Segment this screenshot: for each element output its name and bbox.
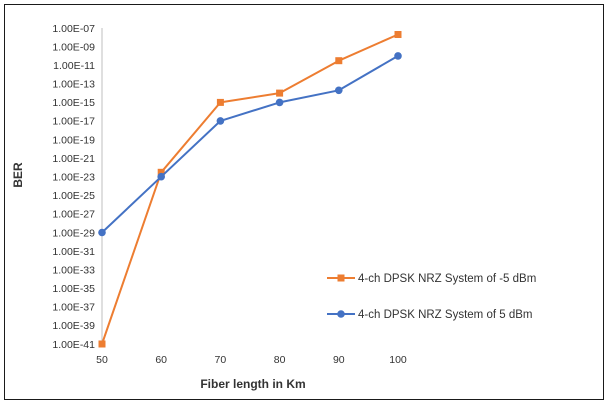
y-tick-label: 1.00E-13 [52, 79, 95, 91]
y-tick-label: 1.00E-19 [52, 134, 95, 146]
series-layer [98, 31, 402, 348]
legend-item-1: 4-ch DPSK NRZ System of -5 dBm [327, 273, 536, 285]
series-line [101, 55, 399, 234]
y-tick-label: 1.00E-23 [52, 172, 95, 184]
y-tick-label: 1.00E-39 [52, 320, 95, 332]
y-axis-title: BER [11, 162, 25, 188]
x-tick-labels: 50 60 70 80 90 100 [96, 354, 407, 366]
y-tick-label: 1.00E-07 [52, 23, 95, 35]
legend-label: 4-ch DPSK NRZ System of 5 dBm [358, 309, 532, 321]
data-point-circle [394, 52, 402, 60]
y-tick-label: 1.00E-41 [52, 339, 95, 351]
data-point-square [216, 98, 224, 106]
x-tick-label: 70 [215, 354, 227, 366]
data-point-circle [335, 86, 343, 95]
series-line [101, 33, 399, 345]
data-point-square [394, 31, 402, 38]
y-tick-label: 1.00E-31 [52, 246, 95, 258]
x-tick-label: 50 [96, 354, 108, 366]
legend: 4-ch DPSK NRZ System of -5 dBm 4-ch DPSK … [327, 273, 536, 321]
x-tick-label: 100 [389, 354, 407, 366]
legend-marker-square [337, 274, 345, 282]
y-tick-label: 1.00E-35 [52, 283, 95, 295]
data-point-square [335, 57, 343, 65]
data-point-square [276, 89, 284, 97]
y-tick-label: 1.00E-11 [53, 60, 95, 72]
data-point-square [98, 340, 106, 348]
y-tick-label: 1.00E-37 [52, 302, 95, 314]
data-point-circle [157, 172, 165, 181]
x-axis-title: Fiber length in Km [200, 377, 305, 391]
series-1 [98, 31, 402, 348]
legend-label: 4-ch DPSK NRZ System of -5 dBm [358, 273, 536, 285]
legend-item-2: 4-ch DPSK NRZ System of 5 dBm [327, 309, 532, 321]
series-2 [98, 52, 402, 237]
y-tick-label: 1.00E-29 [52, 227, 95, 239]
y-tick-label: 1.00E-21 [52, 153, 95, 165]
y-tick-label: 1.00E-17 [52, 116, 95, 128]
data-point-square [157, 168, 165, 176]
data-point-circle [216, 117, 225, 125]
chart-frame: 1.00E-07 1.00E-09 1.00E-11 1.00E-13 1.00E-15… [4, 4, 604, 400]
y-tick-label: 1.00E-09 [52, 41, 95, 53]
data-point-circle [275, 98, 284, 107]
x-tick-label: 90 [333, 354, 345, 366]
data-point-circle [98, 228, 106, 237]
y-tick-label: 1.00E-15 [52, 97, 95, 109]
ber-line-chart: 1.00E-07 1.00E-09 1.00E-11 1.00E-13 1.00E-15… [11, 23, 536, 391]
x-tick-label: 60 [155, 354, 167, 366]
y-tick-label: 1.00E-25 [52, 190, 95, 202]
x-tick-label: 80 [274, 354, 286, 366]
y-tick-label: 1.00E-33 [52, 264, 95, 276]
y-tick-label: 1.00E-27 [52, 209, 95, 221]
y-tick-labels: 1.00E-07 1.00E-09 1.00E-11 1.00E-13 1.00E-15… [52, 23, 95, 351]
legend-marker-circle [337, 310, 345, 318]
